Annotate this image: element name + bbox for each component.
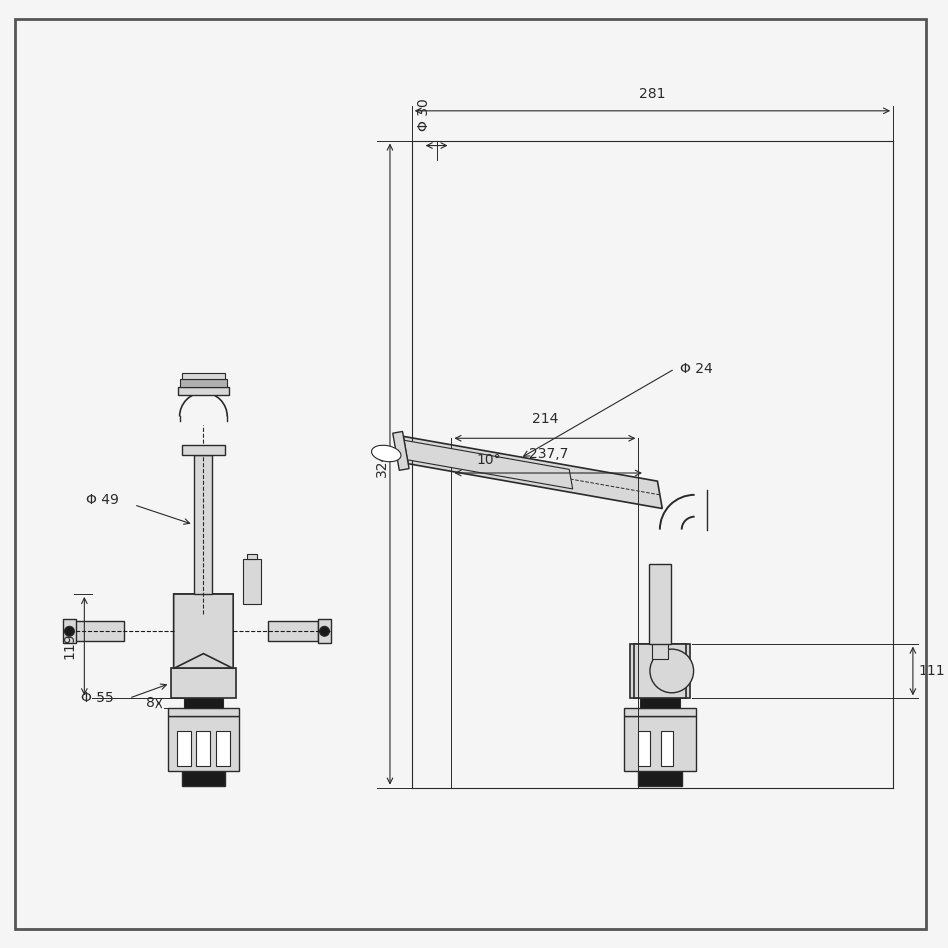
Bar xyxy=(634,644,685,699)
Text: 10°: 10° xyxy=(476,453,501,467)
Text: 119: 119 xyxy=(63,633,77,660)
Bar xyxy=(638,771,682,786)
Circle shape xyxy=(650,649,694,693)
Bar xyxy=(196,731,210,766)
Bar xyxy=(268,621,318,641)
Polygon shape xyxy=(173,594,233,668)
Text: 324: 324 xyxy=(375,451,389,477)
Bar xyxy=(216,731,230,766)
Bar xyxy=(247,555,257,559)
Text: 8: 8 xyxy=(146,696,155,710)
Bar xyxy=(624,708,696,716)
Bar xyxy=(179,379,228,387)
Bar xyxy=(243,559,261,604)
Bar xyxy=(168,708,239,716)
Bar xyxy=(638,731,650,766)
Text: Φ 49: Φ 49 xyxy=(86,493,119,507)
Bar xyxy=(649,564,671,644)
Text: Φ 55: Φ 55 xyxy=(82,691,114,705)
Bar xyxy=(624,716,696,771)
Bar xyxy=(172,668,236,699)
Circle shape xyxy=(319,627,330,636)
Bar xyxy=(173,594,233,668)
Ellipse shape xyxy=(372,446,401,462)
Polygon shape xyxy=(404,440,573,489)
Bar xyxy=(182,373,226,379)
Bar xyxy=(184,699,224,708)
Bar xyxy=(176,731,191,766)
Text: 237,7: 237,7 xyxy=(528,447,568,461)
Text: Φ 30: Φ 30 xyxy=(417,98,430,131)
Bar xyxy=(75,621,124,641)
Bar xyxy=(182,446,226,455)
Bar xyxy=(182,771,226,786)
Bar xyxy=(661,731,673,766)
Bar xyxy=(640,699,680,708)
Bar xyxy=(194,455,212,594)
Bar xyxy=(63,619,77,643)
Bar xyxy=(630,644,689,699)
Circle shape xyxy=(64,627,75,636)
Bar xyxy=(177,387,229,394)
Polygon shape xyxy=(392,431,410,470)
Bar xyxy=(318,619,332,643)
Text: 111: 111 xyxy=(919,664,945,678)
Text: 214: 214 xyxy=(532,412,558,427)
Bar xyxy=(168,716,239,771)
Polygon shape xyxy=(404,436,663,508)
Text: 281: 281 xyxy=(639,87,665,100)
Text: Φ 24: Φ 24 xyxy=(680,362,713,375)
Bar xyxy=(652,634,667,659)
